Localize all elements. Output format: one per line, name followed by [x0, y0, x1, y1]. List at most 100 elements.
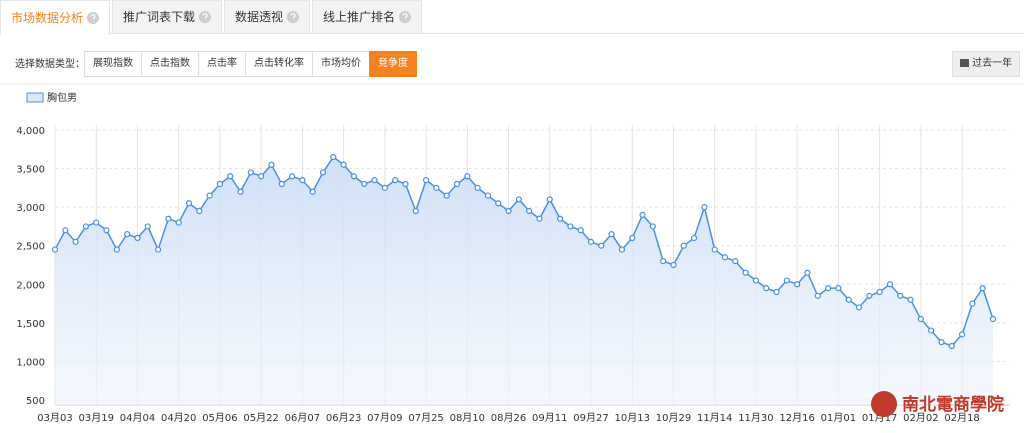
x-tick-label: 10月29	[656, 412, 691, 424]
point	[721, 254, 729, 261]
point	[422, 177, 430, 184]
point	[495, 200, 502, 207]
point	[732, 258, 739, 265]
point	[546, 196, 553, 203]
x-tick-label: 01月01	[821, 412, 856, 424]
x-tick-label: 06月23	[326, 412, 361, 424]
option-button-label: 展现指数	[93, 58, 133, 69]
point	[51, 246, 59, 253]
tab[interactable]: 推广词表下载	[112, 0, 223, 33]
option-button-label: 点击率	[207, 58, 237, 69]
point	[206, 192, 213, 199]
option-group: 展现指数 点击指数 点击率 点击转化率 市场均价 竞争度	[84, 51, 417, 77]
point	[897, 292, 904, 299]
tab-label: 数据透视	[235, 10, 284, 24]
point	[701, 204, 708, 211]
tab-label: 线上推广排名	[323, 10, 396, 24]
point	[93, 219, 100, 226]
tab[interactable]: 市场数据分析	[0, 0, 111, 35]
point	[227, 173, 234, 180]
point	[598, 242, 605, 249]
tab[interactable]: 数据透视	[224, 0, 311, 33]
watermark: 南北電商學院	[902, 394, 1004, 415]
point	[72, 238, 79, 245]
point	[907, 296, 914, 303]
point	[690, 234, 698, 242]
option-button-label: 市场均价	[321, 58, 361, 69]
point	[958, 331, 966, 338]
y-tick-label: 500	[26, 396, 45, 407]
point	[330, 153, 337, 161]
legend-label: 胸包男	[47, 91, 77, 104]
point	[886, 281, 894, 288]
x-tick-label: 11月30	[738, 412, 773, 424]
point	[402, 180, 409, 188]
option-button[interactable]: 点击指数	[141, 51, 199, 77]
option-button[interactable]: 点击转化率	[245, 51, 313, 77]
point	[556, 215, 564, 222]
y-tick-label: 3,500	[16, 165, 45, 176]
x-tick-label: 05月06	[202, 412, 237, 424]
point	[814, 292, 821, 299]
point	[103, 227, 110, 234]
legend-swatch	[26, 92, 44, 103]
point	[154, 246, 162, 253]
point	[340, 161, 347, 168]
x-tick-label: 09月27	[573, 412, 608, 424]
point	[505, 207, 512, 215]
x-tick-label: 12月16	[779, 412, 814, 424]
watermark-logo	[871, 391, 897, 417]
option-button[interactable]: 竞争度	[369, 51, 417, 77]
point	[794, 281, 801, 288]
point	[711, 246, 718, 253]
point	[82, 223, 90, 230]
point	[216, 180, 224, 188]
x-tick-label: 10月13	[615, 412, 650, 424]
point	[371, 177, 378, 184]
point	[185, 200, 193, 207]
x-tick-label: 03月19	[79, 412, 114, 424]
option-button[interactable]: 展现指数	[84, 51, 142, 77]
point	[237, 188, 244, 195]
point	[258, 173, 265, 180]
x-tick-label: 04月04	[120, 412, 155, 424]
point	[649, 223, 656, 230]
point	[608, 231, 615, 238]
point	[319, 169, 327, 176]
area	[55, 157, 993, 405]
help-icon	[87, 12, 100, 24]
point	[62, 227, 69, 234]
point	[670, 261, 677, 269]
point	[824, 285, 832, 292]
x-tick-label: 08月10	[450, 412, 485, 424]
tab[interactable]: 线上推广排名	[312, 0, 423, 33]
point	[680, 242, 687, 249]
point	[474, 184, 481, 191]
period-label: 过去一年	[972, 58, 1013, 69]
tab-bar: 市场数据分析 推广词表下载 数据透视 线上推广排名	[0, 0, 1024, 35]
point	[804, 269, 811, 276]
point	[175, 219, 182, 226]
option-button[interactable]: 点击率	[198, 51, 246, 77]
point	[350, 173, 358, 180]
point	[247, 169, 254, 176]
point	[484, 192, 492, 199]
point	[928, 327, 935, 334]
x-tick-label: 02月18	[944, 412, 979, 424]
point	[587, 238, 595, 245]
point	[969, 300, 976, 307]
point	[288, 173, 296, 180]
point	[845, 296, 852, 303]
x-tick-label: 04月20	[161, 412, 196, 424]
x-tick-label: 09月11	[532, 412, 567, 424]
option-button-label: 点击指数	[150, 58, 190, 69]
point	[515, 196, 522, 203]
point	[948, 342, 955, 350]
point	[866, 292, 873, 299]
period-button[interactable]: 过去一年	[952, 51, 1020, 77]
point	[783, 277, 790, 284]
point	[433, 184, 440, 191]
point	[392, 177, 399, 184]
point	[299, 177, 306, 184]
point	[763, 285, 770, 292]
